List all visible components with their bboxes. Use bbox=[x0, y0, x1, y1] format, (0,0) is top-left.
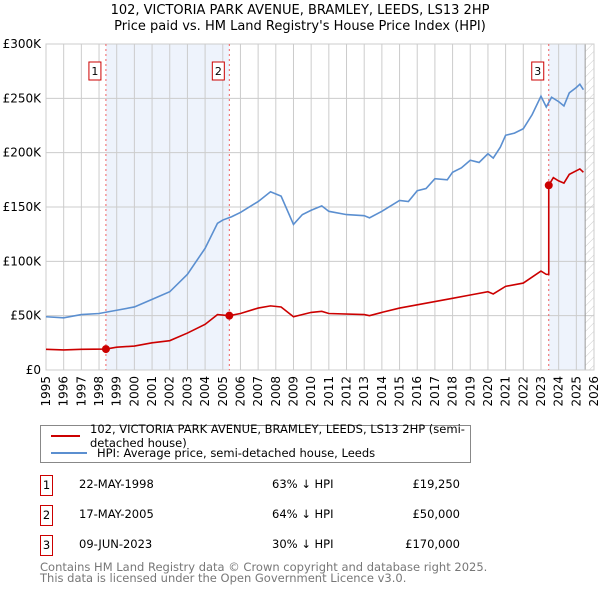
sale-hpi: 64% ↓ HPI bbox=[272, 507, 334, 521]
footer-copyright: Contains HM Land Registry data © Crown c… bbox=[40, 560, 488, 574]
x-tick-label: 2026 bbox=[587, 376, 600, 407]
x-tick-label: 2020 bbox=[481, 376, 495, 407]
sale-row: 2 17-MAY-2005 £50,000 64% ↓ HPI bbox=[40, 505, 460, 527]
sale-price: £50,000 bbox=[412, 507, 460, 521]
sale-date: 22-MAY-1998 bbox=[79, 477, 154, 491]
sale-marker-number: 2 bbox=[215, 65, 222, 78]
plot-border bbox=[45, 43, 595, 371]
x-tick-label: 2013 bbox=[357, 376, 371, 407]
y-tick-label: £50K bbox=[10, 309, 42, 323]
x-tick-label: 2019 bbox=[463, 376, 477, 407]
x-tick-label: 2006 bbox=[233, 376, 247, 407]
x-tick-label: 2014 bbox=[375, 376, 389, 407]
x-tick-label: 2016 bbox=[410, 376, 424, 407]
legend: 102, VICTORIA PARK AVENUE, BRAMLEY, LEED… bbox=[40, 422, 471, 463]
x-tick-label: 2004 bbox=[198, 376, 212, 407]
sale-hpi: 63% ↓ HPI bbox=[272, 477, 334, 491]
sale-marker-label: 3 bbox=[40, 535, 53, 556]
sale-marker-box bbox=[88, 61, 102, 81]
x-tick-label: 1999 bbox=[110, 376, 124, 407]
x-tick-label: 2008 bbox=[269, 376, 283, 407]
legend-label: 102, VICTORIA PARK AVENUE, BRAMLEY, LEED… bbox=[90, 422, 465, 450]
x-tick-label: 1997 bbox=[74, 376, 88, 407]
y-tick-label: £200K bbox=[3, 146, 43, 160]
y-tick-label: £300K bbox=[3, 37, 43, 51]
legend-item-property: 102, VICTORIA PARK AVENUE, BRAMLEY, LEED… bbox=[51, 422, 470, 450]
sale-date: 17-MAY-2005 bbox=[79, 507, 154, 521]
x-tick-label: 2023 bbox=[534, 376, 548, 407]
sale-price: £170,000 bbox=[405, 537, 460, 551]
x-tick-label: 2018 bbox=[446, 376, 460, 407]
y-tick-label: £250K bbox=[3, 91, 43, 105]
sale-marker-number: 1 bbox=[91, 65, 98, 78]
legend-swatch bbox=[51, 452, 87, 454]
y-tick-label: £100K bbox=[3, 254, 43, 268]
legend-label: HPI: Average price, semi-detached house,… bbox=[97, 446, 376, 460]
x-tick-label: 2009 bbox=[286, 376, 300, 407]
legend-swatch bbox=[51, 435, 80, 437]
sale-price: £19,250 bbox=[412, 477, 460, 491]
sale-date: 09-JUN-2023 bbox=[79, 537, 153, 551]
sale-row: 3 09-JUN-2023 £170,000 30% ↓ HPI bbox=[40, 535, 460, 557]
chart-title: 102, VICTORIA PARK AVENUE, BRAMLEY, LEED… bbox=[110, 3, 490, 18]
x-tick-label: 1995 bbox=[39, 376, 53, 407]
sale-marker-label: 2 bbox=[40, 505, 53, 526]
sale-point bbox=[225, 311, 234, 320]
sale-marker-number: 3 bbox=[534, 65, 541, 78]
sale-hpi: 30% ↓ HPI bbox=[272, 537, 334, 551]
x-tick-label: 2010 bbox=[304, 376, 318, 407]
sale-row: 1 22-MAY-1998 £19,250 63% ↓ HPI bbox=[40, 475, 460, 497]
legend-item-hpi: HPI: Average price, semi-detached house,… bbox=[51, 445, 375, 461]
y-tick-label: £0 bbox=[26, 363, 41, 377]
sale-point bbox=[101, 345, 110, 354]
x-tick-label: 2003 bbox=[180, 376, 194, 407]
x-tick-label: 2001 bbox=[145, 376, 159, 407]
x-tick-label: 2011 bbox=[322, 376, 336, 407]
x-tick-label: 1998 bbox=[92, 376, 106, 407]
price-chart: 1995 1996 1997 1998 1999 2000 2001 2002 2003 2004… bbox=[3, 37, 600, 407]
x-tick-label: 2002 bbox=[163, 376, 177, 407]
chart-subtitle: Price paid vs. HM Land Registry's House … bbox=[114, 19, 486, 34]
sale-point bbox=[544, 181, 553, 190]
x-tick-label: 2007 bbox=[251, 376, 265, 407]
x-tick-label: 2005 bbox=[216, 376, 230, 407]
x-tick-label: 2024 bbox=[552, 376, 566, 407]
x-tick-label: 2000 bbox=[127, 376, 141, 407]
sale-marker-label: 1 bbox=[40, 475, 53, 496]
x-tick-label: 2015 bbox=[393, 376, 407, 407]
x-tick-label: 2022 bbox=[516, 376, 530, 407]
hpi-line bbox=[45, 82, 585, 319]
sale-marker-box bbox=[531, 61, 545, 81]
x-tick-label: 2017 bbox=[428, 376, 442, 407]
sale-marker-box bbox=[211, 61, 225, 81]
x-tick-label: 2012 bbox=[340, 376, 354, 407]
property-price-line bbox=[45, 168, 584, 351]
footer-licence: This data is licensed under the Open Gov… bbox=[40, 571, 407, 585]
y-tick-label: £150K bbox=[3, 200, 43, 214]
x-tick-label: 2021 bbox=[499, 376, 513, 407]
x-tick-label: 2025 bbox=[569, 376, 583, 407]
x-tick-label: 1996 bbox=[57, 376, 71, 407]
